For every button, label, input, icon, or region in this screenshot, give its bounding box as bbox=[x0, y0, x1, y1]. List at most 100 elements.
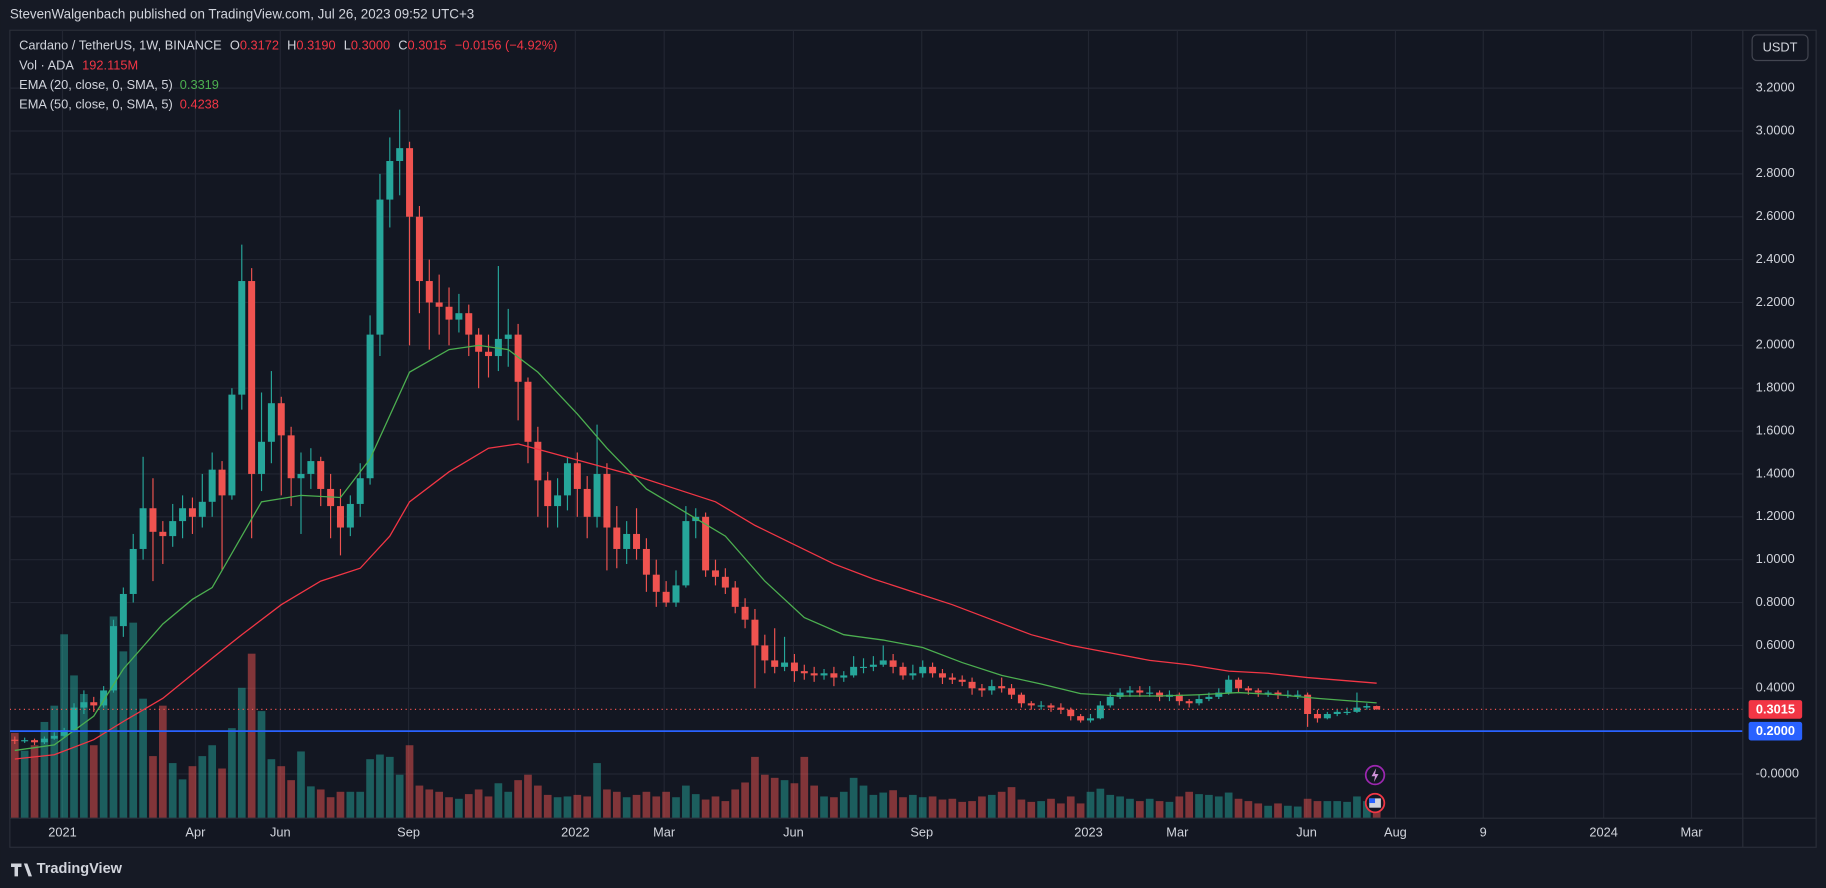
volume-bar bbox=[228, 728, 236, 819]
volume-bar bbox=[168, 763, 177, 819]
volume-bar bbox=[849, 777, 858, 819]
volume-bar bbox=[198, 756, 207, 819]
price-pane bbox=[9, 109, 1743, 760]
candle-body bbox=[1027, 703, 1035, 706]
volume-bar bbox=[1264, 805, 1272, 819]
candle-body bbox=[60, 730, 68, 736]
volume-bar bbox=[603, 789, 611, 819]
candle-body bbox=[998, 686, 1006, 689]
volume-bar bbox=[859, 785, 868, 819]
x-tick-label: Jun bbox=[270, 825, 291, 840]
candle-body bbox=[179, 508, 187, 522]
volume-bar bbox=[455, 798, 463, 819]
volume-bar bbox=[237, 687, 246, 819]
ema-line bbox=[14, 344, 1377, 752]
flag-icon-canton bbox=[1369, 798, 1376, 804]
candle-body bbox=[415, 216, 423, 282]
candle-body bbox=[1175, 694, 1183, 702]
candle-body bbox=[435, 302, 443, 307]
candle-body bbox=[1047, 705, 1055, 708]
candle-body bbox=[869, 664, 877, 667]
candle-body bbox=[909, 673, 917, 676]
ema-value: 0.3319 bbox=[180, 77, 219, 92]
candle-body bbox=[1363, 706, 1371, 708]
candle-body bbox=[208, 469, 216, 502]
candle-body bbox=[840, 675, 848, 678]
candle-body bbox=[820, 673, 828, 676]
candle-body bbox=[1333, 711, 1341, 715]
candle-body bbox=[968, 681, 976, 689]
volume-bar bbox=[415, 785, 424, 819]
volume-bar bbox=[149, 756, 157, 819]
volume-bar bbox=[652, 796, 661, 819]
candle-body bbox=[1323, 714, 1331, 719]
candle-body bbox=[633, 533, 641, 549]
currency-label[interactable]: USDT bbox=[1763, 40, 1798, 55]
candle-body bbox=[297, 473, 305, 479]
x-tick-label: 2021 bbox=[48, 825, 76, 840]
y-tick-label: 1.0000 bbox=[1756, 551, 1795, 566]
volume-name: Vol · ADA bbox=[19, 58, 74, 73]
candle-body bbox=[80, 702, 88, 708]
currency-button[interactable] bbox=[1751, 34, 1809, 62]
candle-body bbox=[129, 548, 137, 594]
x-tick-label: Jun bbox=[1296, 825, 1317, 840]
y-tick-label: 0.6000 bbox=[1756, 637, 1795, 652]
candle-body bbox=[1244, 688, 1252, 691]
volume-bar bbox=[928, 796, 937, 819]
x-tick-label: Sep bbox=[397, 825, 420, 840]
volume-bar bbox=[80, 694, 88, 819]
candle-body bbox=[198, 501, 206, 517]
ema-name: EMA (50, close, 0, SMA, 5) bbox=[19, 97, 173, 112]
change: −0.0156 (−4.92%) bbox=[455, 38, 557, 53]
volume-bar bbox=[790, 783, 799, 819]
volume-bar bbox=[1155, 801, 1164, 819]
volume-bar bbox=[1165, 801, 1174, 819]
volume-bar bbox=[593, 763, 601, 819]
volume-bar bbox=[1244, 801, 1253, 819]
volume-bar bbox=[1106, 794, 1115, 819]
candle-body bbox=[425, 281, 433, 303]
volume-bar bbox=[208, 745, 217, 819]
candle-body bbox=[475, 334, 483, 352]
volume-bar bbox=[889, 790, 897, 819]
volume-bar bbox=[1343, 801, 1351, 819]
candle-body bbox=[583, 488, 591, 517]
volume-bar bbox=[1037, 801, 1045, 819]
volume-bar bbox=[366, 759, 374, 819]
candle-body bbox=[90, 702, 98, 706]
volume-bar bbox=[987, 794, 996, 819]
candle-body bbox=[406, 148, 414, 217]
candle-body bbox=[386, 161, 394, 200]
volume-bar bbox=[997, 791, 1006, 819]
ohlc-value: 0.3172 bbox=[240, 38, 279, 53]
volume-bar bbox=[514, 780, 522, 819]
volume-bar bbox=[139, 698, 147, 819]
ohlc-letter: H bbox=[287, 38, 296, 53]
candle-body bbox=[40, 738, 48, 743]
volume-bar bbox=[583, 796, 592, 819]
volume-bar bbox=[40, 721, 49, 819]
x-tick-label: 2023 bbox=[1074, 825, 1102, 840]
volume-bar bbox=[691, 794, 700, 819]
candle-body bbox=[524, 381, 532, 442]
volume-bar bbox=[553, 797, 562, 819]
ema-name: EMA (20, close, 0, SMA, 5) bbox=[19, 77, 173, 92]
ema-legend-entry: EMA (20, close, 0, SMA, 5) 0.3319 bbox=[19, 77, 219, 92]
candle-body bbox=[307, 461, 315, 474]
y-tick-label: 2.4000 bbox=[1756, 251, 1795, 266]
volume-bar bbox=[435, 791, 443, 819]
y-tick-label: 0.8000 bbox=[1756, 594, 1795, 609]
volume-bar bbox=[622, 797, 631, 819]
axes: -0.0000 0.4000 0.6000 0.8000 1.0000 1.2000 1.4… bbox=[48, 80, 1803, 840]
volume-bar bbox=[524, 774, 532, 819]
volume-legend: Vol · ADA 192.115M bbox=[19, 58, 138, 73]
volume-bar bbox=[869, 794, 878, 819]
volume-bar bbox=[573, 794, 582, 819]
ohlc-value: 0.3015 bbox=[408, 38, 447, 53]
volume-bar bbox=[612, 791, 621, 819]
volume-bar bbox=[682, 785, 690, 819]
candle-body bbox=[1067, 709, 1075, 717]
volume-bar bbox=[405, 745, 414, 819]
